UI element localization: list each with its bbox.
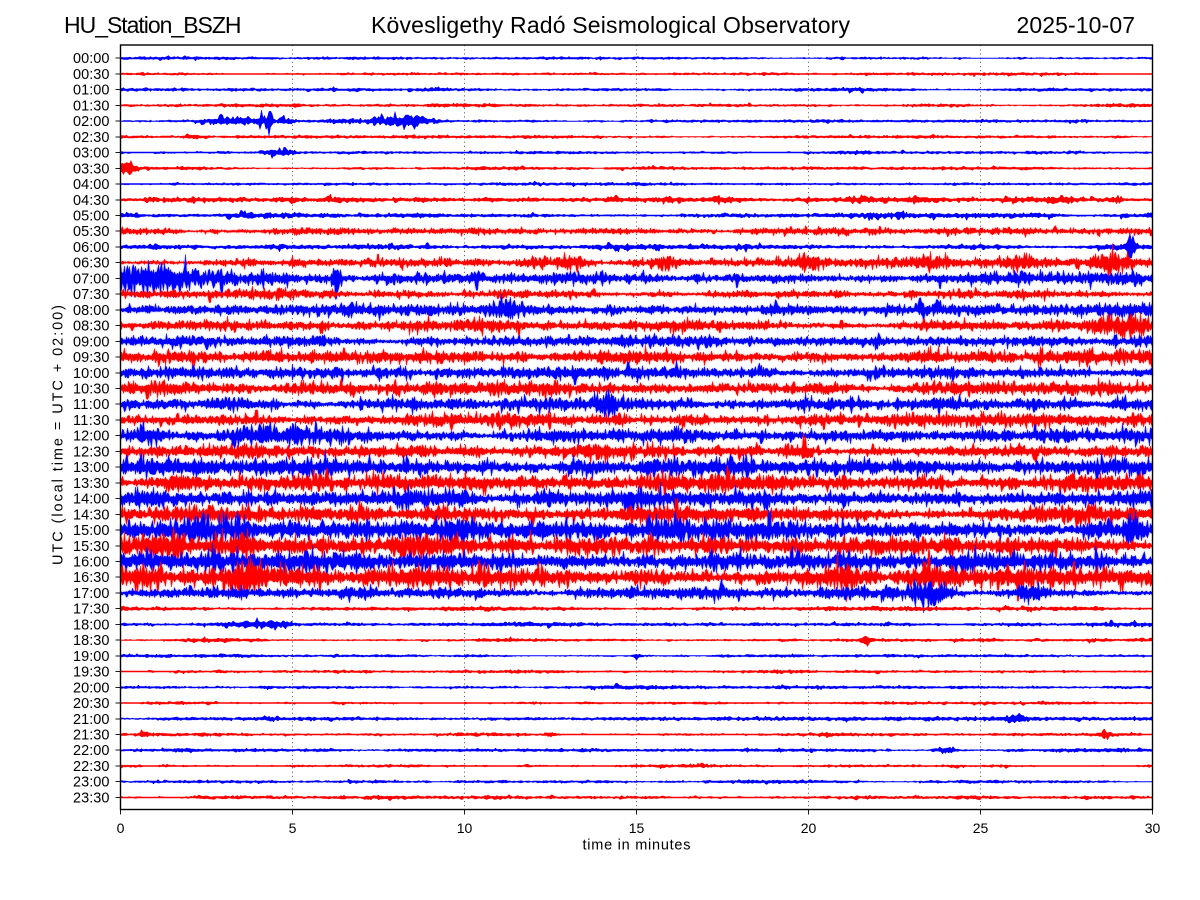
svg-text:00:00: 00:00 — [73, 51, 110, 67]
svg-text:20: 20 — [801, 820, 817, 836]
svg-text:07:30: 07:30 — [73, 287, 110, 303]
svg-text:2025-10-07: 2025-10-07 — [1017, 12, 1136, 38]
svg-text:18:00: 18:00 — [73, 618, 110, 634]
svg-text:02:30: 02:30 — [73, 130, 110, 146]
svg-text:21:00: 21:00 — [73, 712, 110, 728]
svg-text:21:30: 21:30 — [73, 728, 110, 744]
svg-text:01:30: 01:30 — [73, 99, 110, 115]
svg-text:05:30: 05:30 — [73, 224, 110, 240]
svg-text:04:00: 04:00 — [73, 177, 110, 193]
svg-text:03:00: 03:00 — [73, 146, 110, 162]
svg-text:13:30: 13:30 — [73, 476, 110, 492]
svg-text:22:00: 22:00 — [73, 743, 110, 759]
svg-text:04:30: 04:30 — [73, 193, 110, 209]
svg-text:15: 15 — [629, 820, 645, 836]
svg-text:25: 25 — [973, 820, 989, 836]
svg-text:12:30: 12:30 — [73, 445, 110, 461]
svg-text:11:30: 11:30 — [73, 413, 110, 429]
svg-text:Kövesligethy Radó Seismologica: Kövesligethy Radó Seismological Observat… — [371, 12, 851, 38]
svg-text:00:30: 00:30 — [73, 67, 110, 83]
svg-text:10: 10 — [457, 820, 473, 836]
svg-text:30: 30 — [1145, 820, 1161, 836]
svg-text:14:00: 14:00 — [73, 492, 110, 508]
svg-text:time in minutes: time in minutes — [583, 838, 691, 854]
svg-text:16:00: 16:00 — [73, 555, 110, 571]
svg-text:10:00: 10:00 — [73, 366, 110, 382]
svg-text:08:30: 08:30 — [73, 319, 110, 335]
svg-text:22:30: 22:30 — [73, 759, 110, 775]
svg-text:UTC (local time = UTC + 02:00): UTC (local time = UTC + 02:00) — [51, 305, 67, 565]
svg-text:12:00: 12:00 — [73, 429, 110, 445]
svg-text:0: 0 — [117, 820, 125, 836]
svg-text:13:00: 13:00 — [73, 460, 110, 476]
svg-text:5: 5 — [289, 820, 297, 836]
svg-text:06:30: 06:30 — [73, 256, 110, 272]
svg-text:09:30: 09:30 — [73, 350, 110, 366]
svg-text:07:00: 07:00 — [73, 272, 110, 288]
svg-text:20:30: 20:30 — [73, 696, 110, 712]
svg-text:HU_Station_BSZH: HU_Station_BSZH — [64, 12, 242, 38]
svg-text:23:30: 23:30 — [73, 791, 110, 807]
svg-text:14:30: 14:30 — [73, 508, 110, 524]
svg-text:23:00: 23:00 — [73, 775, 110, 791]
svg-text:09:00: 09:00 — [73, 335, 110, 351]
svg-text:06:00: 06:00 — [73, 240, 110, 256]
svg-text:01:00: 01:00 — [73, 83, 110, 99]
svg-text:20:00: 20:00 — [73, 681, 110, 697]
svg-text:10:30: 10:30 — [73, 382, 110, 398]
svg-text:08:00: 08:00 — [73, 303, 110, 319]
svg-text:18:30: 18:30 — [73, 633, 110, 649]
svg-text:16:30: 16:30 — [73, 570, 110, 586]
svg-text:19:00: 19:00 — [73, 649, 110, 665]
svg-text:15:30: 15:30 — [73, 539, 110, 555]
svg-text:17:30: 17:30 — [73, 602, 110, 618]
svg-text:15:00: 15:00 — [73, 523, 110, 539]
svg-text:03:30: 03:30 — [73, 162, 110, 178]
svg-text:05:00: 05:00 — [73, 209, 110, 225]
svg-text:19:30: 19:30 — [73, 665, 110, 681]
svg-text:11:00: 11:00 — [73, 397, 110, 413]
svg-text:02:00: 02:00 — [73, 114, 110, 130]
svg-text:17:00: 17:00 — [73, 586, 110, 602]
